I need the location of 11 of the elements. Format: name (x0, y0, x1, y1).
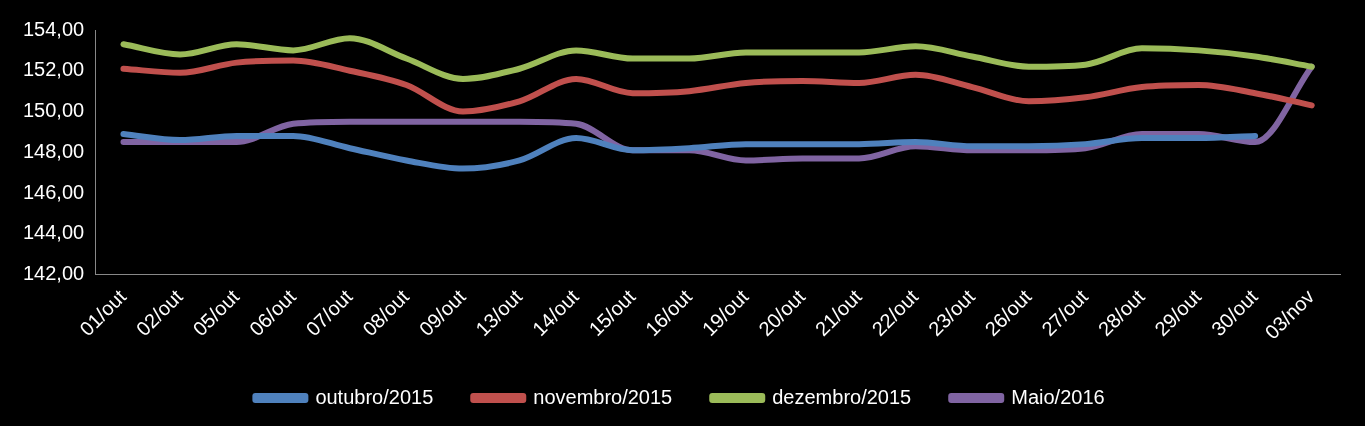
y-tick-label: 150,00 (23, 99, 85, 122)
y-tick-label: 154,00 (23, 17, 85, 40)
y-tick-label: 146,00 (23, 180, 85, 203)
legend-label: Maio/2016 (1011, 385, 1105, 408)
legend-label: dezembro/2015 (772, 385, 912, 408)
legend-label: outubro/2015 (315, 385, 434, 408)
y-tick-label: 152,00 (23, 58, 85, 81)
legend-label: novembro/2015 (533, 385, 673, 408)
y-tick-label: 148,00 (23, 139, 85, 162)
y-tick-label: 144,00 (23, 221, 85, 244)
y-tick-label: 142,00 (23, 262, 85, 285)
